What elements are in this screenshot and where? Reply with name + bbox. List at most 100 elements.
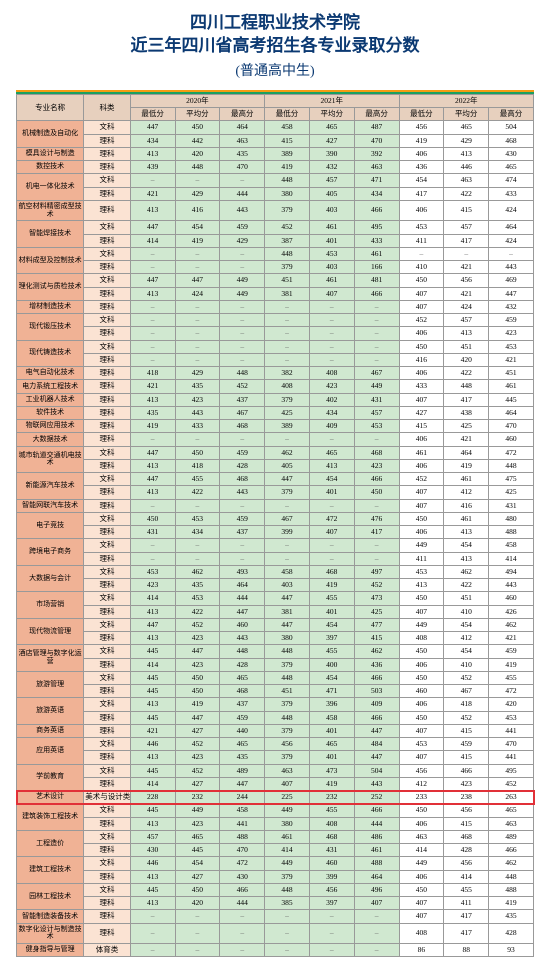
cell-value: 454 [309, 671, 354, 684]
cell-value: 431 [354, 393, 399, 406]
cell-value: 410 [444, 658, 489, 671]
cell-value: 408 [309, 367, 354, 380]
cell-value: 470 [489, 738, 534, 751]
cell-value: 419 [309, 777, 354, 790]
cell-value: 411 [399, 552, 444, 565]
cell-value: 504 [489, 121, 534, 134]
cell-major: 商务英语 [17, 724, 84, 737]
table-row: 航空材料精密成型技术理科413416443379403466406415424 [17, 200, 534, 220]
cell-value: 423 [444, 777, 489, 790]
cell-value: 446 [444, 161, 489, 174]
cell-value: 435 [220, 147, 265, 160]
cell-value: 407 [399, 910, 444, 923]
cell-value: 493 [220, 565, 265, 578]
col-sub: 最低分 [130, 108, 175, 121]
cell-value: 447 [220, 777, 265, 790]
cell-value: – [175, 923, 220, 943]
cell-value: 416 [399, 353, 444, 366]
cell-value: 452 [444, 711, 489, 724]
cell-value: – [130, 923, 175, 943]
cell-major: 酒店管理与数字化运营 [17, 645, 84, 672]
cell-value: 494 [489, 565, 534, 578]
cell-value: 470 [489, 420, 534, 433]
cell-value: 456 [444, 274, 489, 287]
cell-value: 407 [399, 605, 444, 618]
cell-cat: 理科 [84, 380, 131, 393]
cell-value: 461 [489, 380, 534, 393]
cell-value: 466 [220, 883, 265, 896]
cell-value: 413 [130, 897, 175, 910]
cell-value: 389 [265, 147, 310, 160]
cell-value: 443 [220, 632, 265, 645]
cell-value: 403 [309, 261, 354, 274]
cell-value: 465 [309, 121, 354, 134]
cell-value: 465 [489, 161, 534, 174]
cell-value: 450 [175, 446, 220, 459]
cell-value: 450 [354, 486, 399, 499]
cell-value: 455 [444, 883, 489, 896]
cell-cat: 理科 [84, 579, 131, 592]
cell-value: – [130, 433, 175, 446]
cell-cat: 理科 [84, 499, 131, 512]
cell-value: 408 [399, 632, 444, 645]
cell-value: 504 [354, 764, 399, 777]
cell-value: 428 [220, 658, 265, 671]
cell-value: 461 [444, 473, 489, 486]
cell-value: 447 [265, 618, 310, 631]
cell-value: 428 [489, 923, 534, 943]
cell-major: 现代铸造技术 [17, 340, 84, 367]
table-row: 理科413423441380408444406415463 [17, 817, 534, 830]
table-row: 现代铸造技术文科––––––450451453 [17, 340, 534, 353]
cell-cat: 文科 [84, 804, 131, 817]
cell-value: – [309, 300, 354, 313]
cell-cat: 文科 [84, 247, 131, 260]
col-year: 2020年 [130, 94, 264, 107]
cell-value: – [220, 261, 265, 274]
cell-value: 462 [175, 565, 220, 578]
cell-value: 379 [265, 698, 310, 711]
cell-value: 403 [265, 579, 310, 592]
cell-value: 459 [489, 645, 534, 658]
cell-value: 462 [489, 857, 534, 870]
cell-value: 454 [444, 618, 489, 631]
table-row: 理科430445470414431461414428466 [17, 844, 534, 857]
cell-cat: 文科 [84, 671, 131, 684]
cell-value: 466 [444, 764, 489, 777]
cell-value: 461 [354, 844, 399, 857]
cell-value: 414 [399, 844, 444, 857]
cell-value: 381 [265, 287, 310, 300]
table-row: 软件技术理科435443467425434457427438464 [17, 406, 534, 419]
cell-major: 增材制造技术 [17, 300, 84, 313]
cell-value: 459 [489, 314, 534, 327]
cell-value: 450 [399, 592, 444, 605]
cell-value: 422 [175, 605, 220, 618]
col-sub: 最高分 [220, 108, 265, 121]
table-row: 增材制造技术理科––––––407424432 [17, 300, 534, 313]
cell-value: 423 [489, 327, 534, 340]
cell-value: 435 [175, 579, 220, 592]
cell-value: 443 [354, 777, 399, 790]
cell-value: – [354, 327, 399, 340]
cell-value: 447 [354, 751, 399, 764]
cell-value: 434 [130, 134, 175, 147]
cell-value: – [175, 314, 220, 327]
cell-value: 417 [444, 393, 489, 406]
cell-value: – [309, 923, 354, 943]
cell-cat: 文科 [84, 764, 131, 777]
cell-value: – [309, 327, 354, 340]
cell-cat: 理科 [84, 420, 131, 433]
cell-value: 448 [265, 671, 310, 684]
cell-value: 401 [309, 486, 354, 499]
cell-value: – [220, 174, 265, 187]
cell-value: 424 [444, 300, 489, 313]
cell-value: 419 [175, 234, 220, 247]
table-row: 理科––––––406413423 [17, 327, 534, 340]
cell-value: 457 [354, 406, 399, 419]
cell-value: 379 [265, 261, 310, 274]
cell-value: – [444, 247, 489, 260]
cell-value: 475 [489, 473, 534, 486]
cell-value: – [130, 247, 175, 260]
cell-value: 455 [309, 645, 354, 658]
cell-value: 421 [130, 380, 175, 393]
cell-value: 450 [399, 274, 444, 287]
